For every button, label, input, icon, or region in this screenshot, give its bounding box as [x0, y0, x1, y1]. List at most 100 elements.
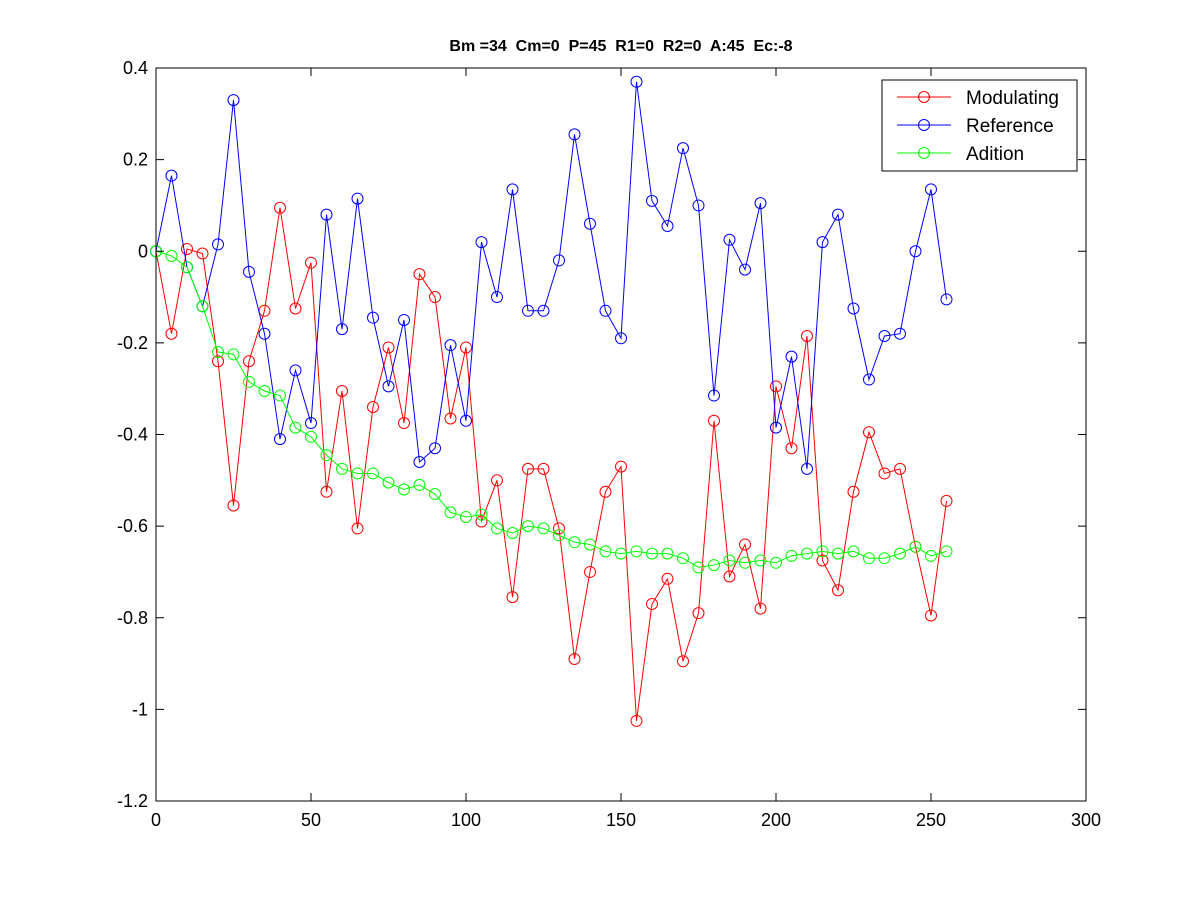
- data-point-modulating: [165, 327, 178, 340]
- data-point-adition: [630, 545, 643, 558]
- data-point-adition: [413, 478, 426, 491]
- data-point-adition: [909, 540, 922, 553]
- data-point-modulating: [630, 714, 643, 727]
- data-point-modulating: [770, 380, 782, 393]
- data-point-reference: [212, 238, 224, 251]
- data-point-reference: [816, 236, 829, 249]
- data-point-reference: [336, 323, 348, 336]
- data-point-reference: [444, 339, 457, 352]
- data-point-modulating: [506, 591, 519, 604]
- data-point-adition: [894, 547, 906, 560]
- data-point-reference: [723, 233, 736, 246]
- data-point-modulating: [801, 330, 813, 342]
- data-point-reference: [165, 169, 178, 182]
- data-point-adition: [196, 300, 209, 313]
- data-point-modulating: [336, 384, 348, 397]
- data-point-adition: [584, 538, 596, 551]
- data-point-adition: [615, 547, 627, 560]
- x-tick-label: 150: [606, 810, 636, 830]
- data-point-adition: [692, 561, 705, 574]
- data-point-modulating: [723, 570, 736, 583]
- data-point-modulating: [398, 417, 410, 430]
- data-point-reference: [599, 304, 612, 317]
- data-point-modulating: [196, 247, 209, 260]
- series-line-modulating: [155, 207, 947, 721]
- data-point-adition: [661, 547, 674, 560]
- data-point-modulating: [274, 201, 286, 214]
- x-tick-label: 100: [451, 810, 481, 830]
- data-point-adition: [522, 520, 534, 533]
- x-tick-label: 50: [301, 810, 321, 830]
- data-point-reference: [692, 199, 705, 212]
- data-point-adition: [491, 522, 503, 535]
- data-point-modulating: [785, 442, 798, 455]
- data-point-modulating: [568, 652, 581, 665]
- data-point-adition: [785, 549, 798, 562]
- data-point-reference: [630, 75, 643, 88]
- data-point-modulating: [227, 499, 240, 512]
- data-point-reference: [615, 332, 627, 345]
- data-point-adition: [444, 506, 457, 519]
- data-point-adition: [677, 552, 689, 565]
- data-point-reference: [770, 421, 782, 434]
- data-point-modulating: [847, 485, 860, 498]
- data-point-modulating: [429, 291, 441, 304]
- data-point-modulating: [553, 522, 565, 535]
- y-tick-label: -1.2: [117, 791, 148, 811]
- data-point-reference: [382, 380, 395, 393]
- data-point-reference: [367, 311, 379, 324]
- data-point-modulating: [367, 401, 379, 414]
- data-point-modulating: [925, 609, 937, 622]
- data-point-reference: [460, 414, 472, 427]
- legend-label: Modulating: [966, 88, 1059, 109]
- data-point-modulating: [615, 460, 627, 473]
- y-tick-label: 0.4: [123, 58, 148, 78]
- y-tick-label: 0: [138, 241, 148, 261]
- data-point-adition: [878, 552, 891, 565]
- data-point-adition: [382, 476, 395, 489]
- y-tick-label: -0.8: [117, 608, 148, 628]
- x-tick-label: 250: [916, 810, 946, 830]
- data-point-adition: [305, 430, 317, 443]
- legend-item-reference: Reference: [897, 116, 1054, 137]
- data-point-reference: [909, 245, 922, 258]
- data-point-modulating: [832, 584, 844, 597]
- legend-item-modulating: Modulating: [897, 88, 1059, 109]
- data-point-reference: [739, 263, 751, 276]
- data-point-reference: [243, 265, 255, 278]
- data-point-reference: [646, 194, 658, 207]
- data-point-adition: [289, 421, 302, 434]
- data-point-modulating: [940, 494, 953, 507]
- data-point-modulating: [661, 572, 674, 585]
- data-point-adition: [320, 449, 333, 462]
- axes-layer: 0 50 100 150 200 250 300 -1.2 -1 -0.8 -0.6 -0.4 -0.2…: [117, 58, 1101, 830]
- data-point-reference: [258, 327, 271, 340]
- legend-marker: [918, 147, 930, 159]
- data-point-adition: [801, 547, 813, 560]
- data-point-modulating: [599, 485, 612, 498]
- series-line-adition: [155, 250, 947, 568]
- legend: Modulating Reference Adition: [881, 79, 1078, 172]
- series-modulating: [150, 201, 953, 727]
- data-point-modulating: [878, 467, 891, 480]
- data-point-modulating: [351, 522, 364, 535]
- data-point-adition: [847, 545, 860, 558]
- data-point-adition: [739, 556, 751, 569]
- series-layer: [150, 75, 953, 727]
- legend-item-adition: Adition: [897, 144, 1024, 165]
- data-point-modulating: [894, 462, 906, 475]
- data-point-reference: [584, 217, 596, 230]
- data-point-reference: [429, 442, 441, 455]
- data-point-adition: [181, 261, 193, 274]
- data-point-modulating: [491, 474, 503, 487]
- data-point-adition: [258, 384, 271, 397]
- data-point-adition: [723, 554, 736, 567]
- data-point-reference: [305, 417, 317, 430]
- data-point-modulating: [289, 302, 302, 315]
- data-point-reference: [475, 236, 488, 249]
- data-point-adition: [537, 522, 550, 535]
- series-line-reference: [155, 81, 947, 469]
- data-point-modulating: [413, 268, 426, 281]
- data-point-reference: [677, 142, 689, 155]
